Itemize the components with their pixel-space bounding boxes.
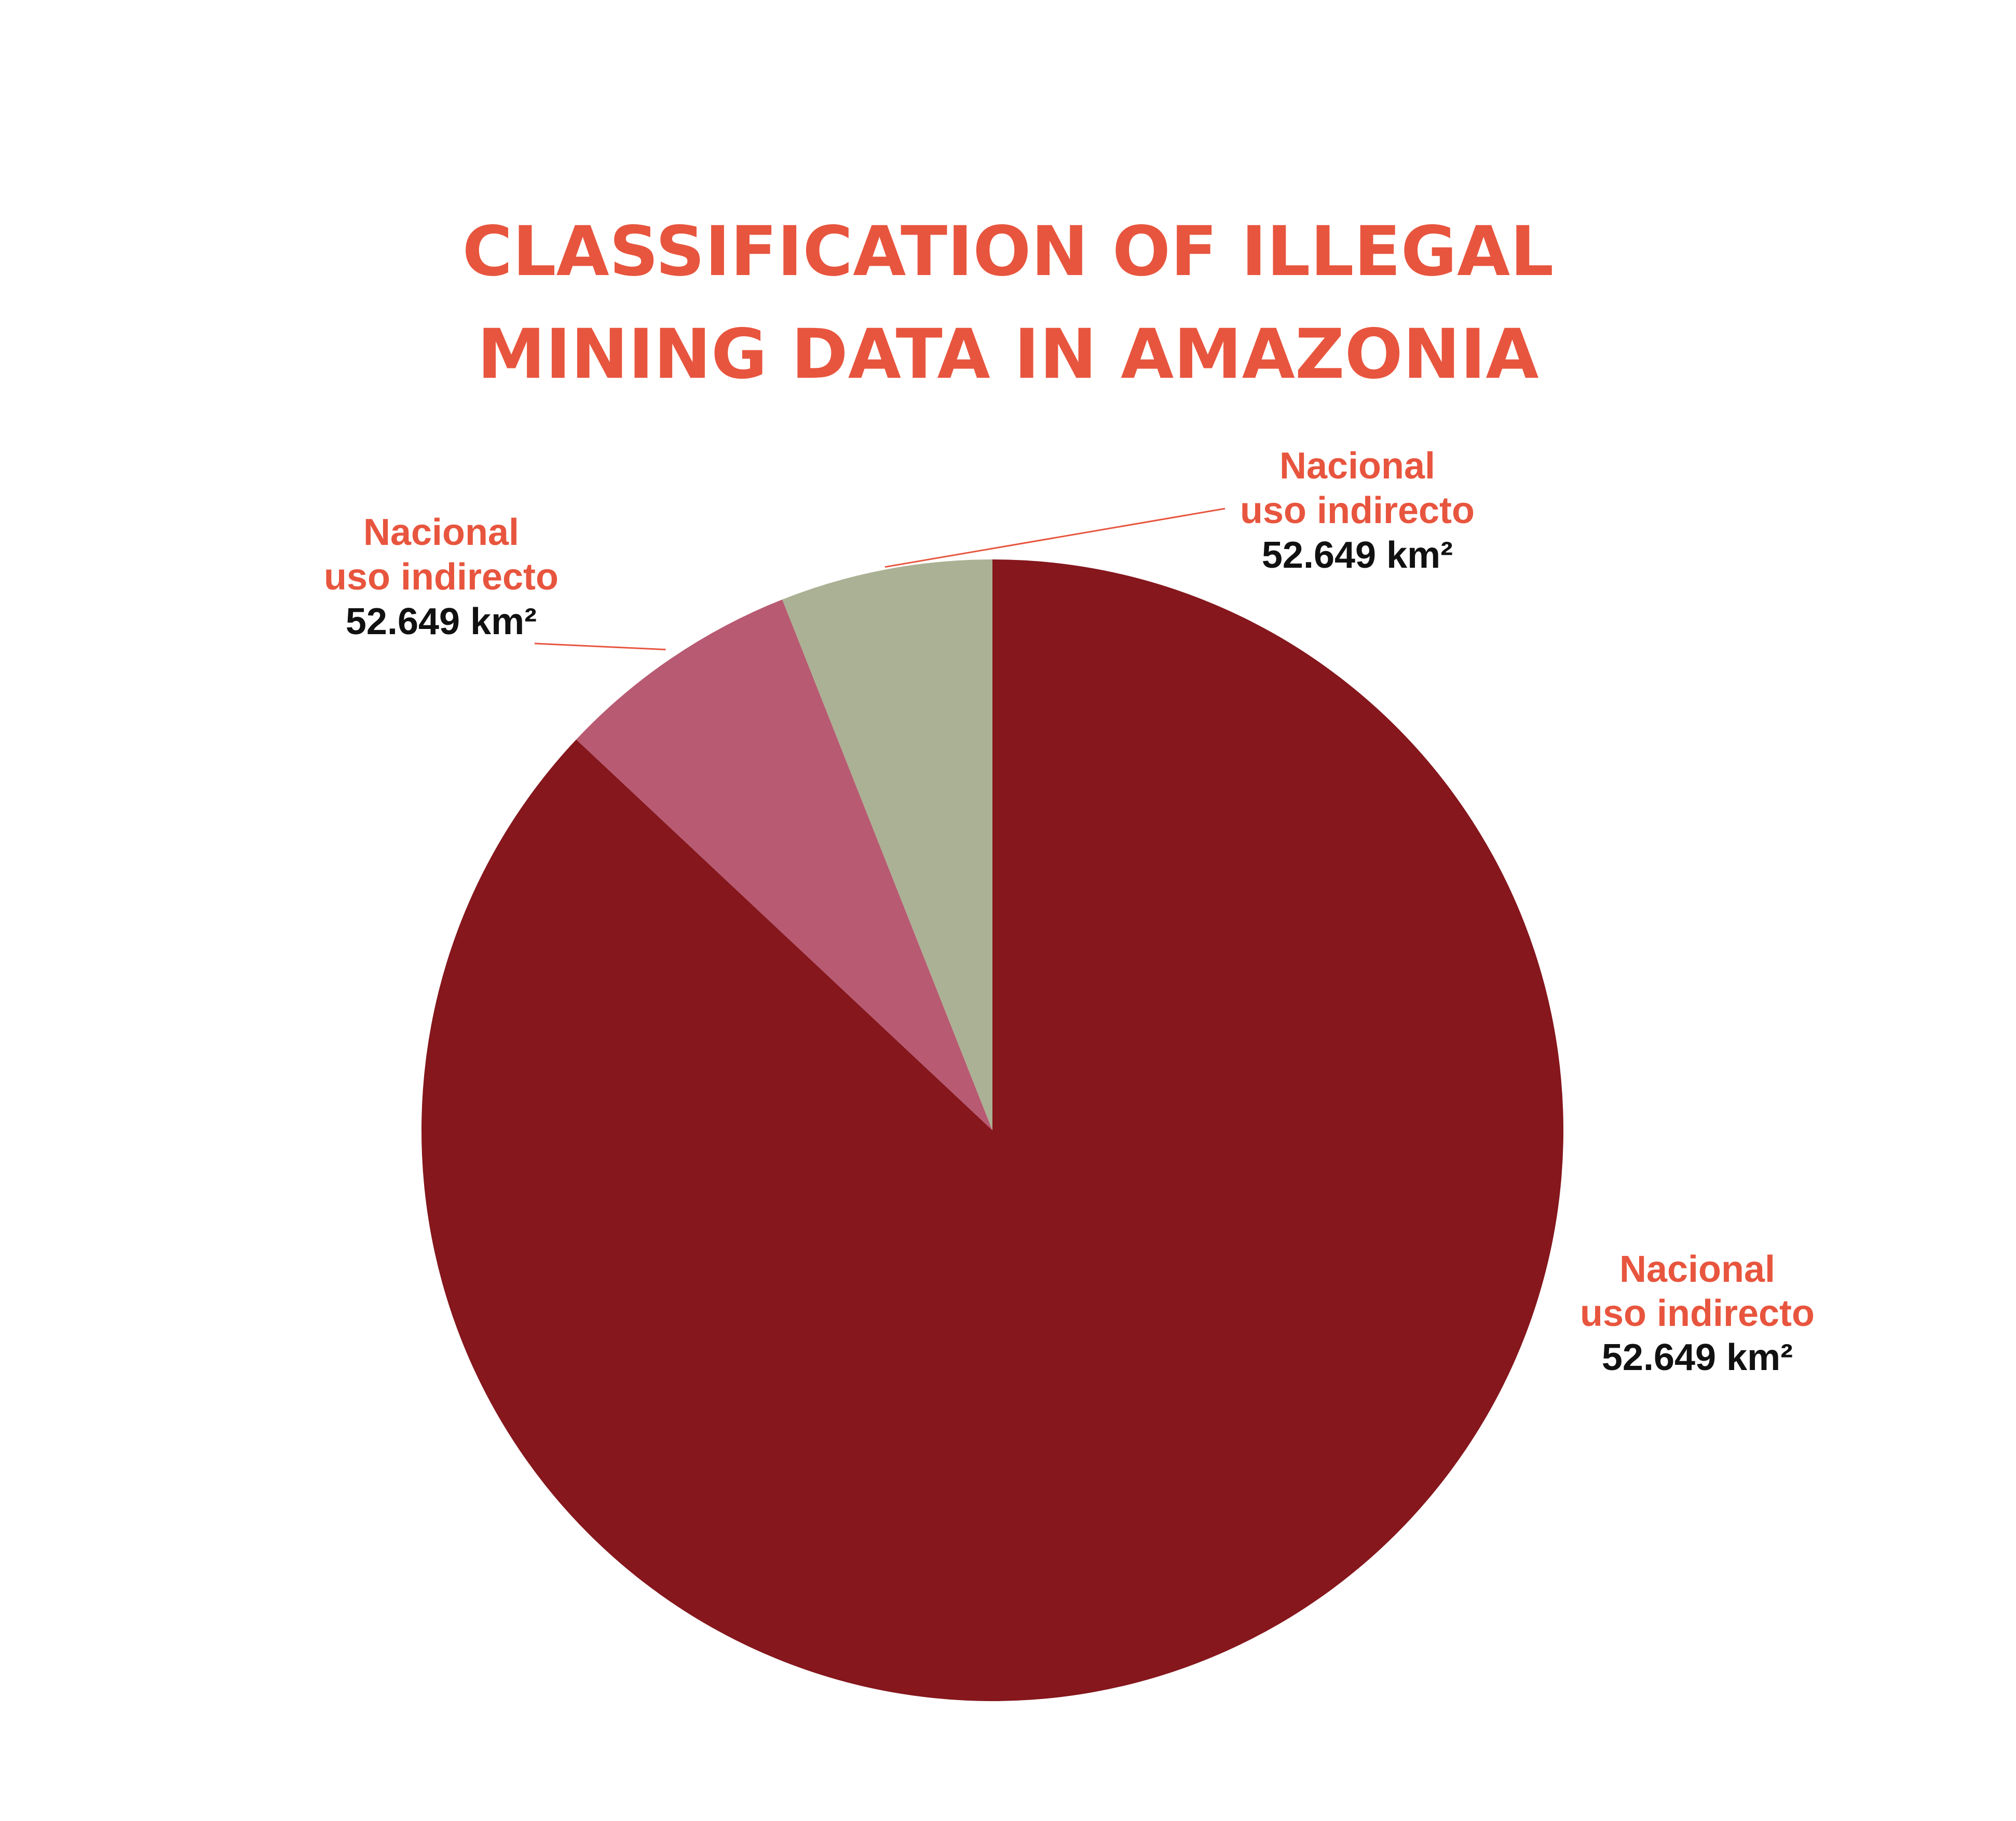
slice-value-2: 52.649 km²	[346, 601, 537, 642]
slice-label-2-line-1: Nacional	[363, 512, 519, 553]
chart-title-line-1: CLASSIFICATION OF ILLEGAL	[462, 212, 1554, 292]
slice-label-1-line-1: Nacional	[1619, 1249, 1775, 1290]
pie-slice-3	[782, 559, 992, 1130]
slice-label-1-line-2: uso indirecto	[1580, 1293, 1815, 1334]
slice-label-3-line-1: Nacional	[1279, 445, 1435, 487]
pie-slice-2	[576, 599, 992, 1130]
leader-lines	[534, 508, 1225, 651]
slice-labels: Nacional uso indirecto 52.649 km² Nacion…	[324, 445, 1815, 1378]
pie-slices	[421, 559, 1563, 1702]
pie-slice-1	[421, 559, 1563, 1702]
leader-line-2	[534, 642, 666, 651]
leader-line-3	[884, 508, 1225, 568]
slice-value-1: 52.649 km²	[1602, 1337, 1793, 1378]
slice-label-3-line-2: uso indirecto	[1240, 490, 1475, 531]
slice-label-2-line-2: uso indirecto	[324, 556, 559, 598]
chart-title-line-2: MINING DATA IN AMAZONIA	[477, 314, 1538, 394]
slice-value-3: 52.649 km²	[1262, 535, 1453, 576]
